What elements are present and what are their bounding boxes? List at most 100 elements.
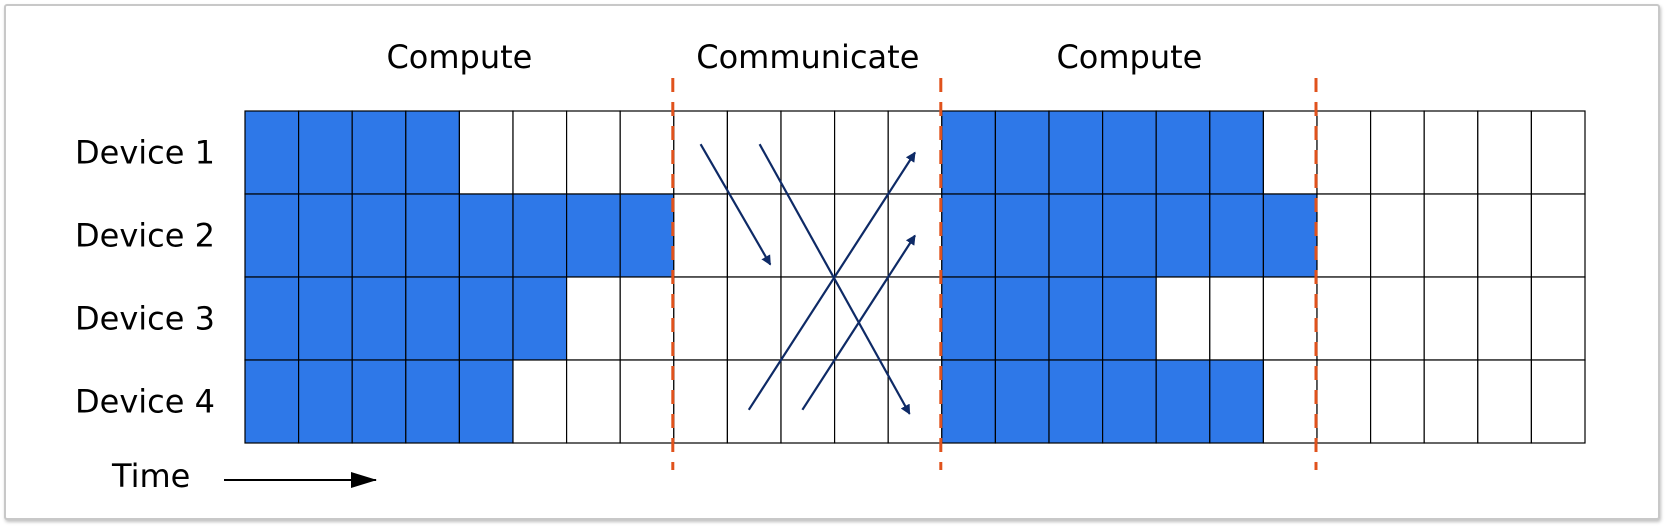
empty-cell <box>1262 110 1318 195</box>
empty-cell <box>1316 359 1372 444</box>
filled-cell <box>244 359 300 444</box>
filled-cell <box>1262 193 1318 278</box>
filled-cell <box>351 110 407 195</box>
device-label: Device 1 <box>75 134 215 172</box>
empty-cell <box>1423 193 1479 278</box>
filled-cell <box>458 359 514 444</box>
empty-cell <box>1477 276 1533 361</box>
empty-cell <box>887 359 943 444</box>
filled-cell <box>1101 359 1157 444</box>
filled-cell <box>1155 359 1211 444</box>
filled-cell <box>405 359 460 444</box>
empty-cell <box>1316 110 1372 195</box>
transfer-arrow-icon <box>801 234 916 411</box>
empty-cell <box>673 193 728 278</box>
transfer-arrow-icon <box>747 151 916 411</box>
empty-cell <box>1369 193 1425 278</box>
filled-cell <box>1048 359 1104 444</box>
filled-cell <box>619 193 675 278</box>
filled-cell <box>1101 193 1157 278</box>
empty-cell <box>726 110 782 195</box>
communication-arrows <box>699 143 916 415</box>
phase-label: Compute <box>1056 38 1202 76</box>
empty-cell <box>1369 110 1425 195</box>
filled-cell <box>565 193 621 278</box>
filled-cell <box>941 276 996 361</box>
filled-cell <box>994 193 1050 278</box>
empty-cell <box>1262 359 1318 444</box>
phase-label: Communicate <box>696 38 919 76</box>
filled-cell <box>298 359 353 444</box>
filled-cell <box>1209 193 1265 278</box>
empty-cell <box>619 110 675 195</box>
filled-cell <box>1048 110 1104 195</box>
filled-cell <box>994 359 1050 444</box>
filled-cell <box>512 193 568 278</box>
filled-cell <box>405 110 460 195</box>
empty-cell <box>619 276 675 361</box>
empty-cell <box>833 359 889 444</box>
phase-labels: Compute Communicate Compute <box>386 38 1202 76</box>
empty-cell <box>833 110 889 195</box>
empty-cell <box>512 110 568 195</box>
filled-cell <box>1048 276 1104 361</box>
filled-cell <box>1209 359 1265 444</box>
empty-cell <box>1155 276 1211 361</box>
filled-cell <box>994 110 1050 195</box>
empty-cell <box>673 276 728 361</box>
empty-cell <box>1316 276 1372 361</box>
empty-cell <box>726 276 782 361</box>
filled-cell <box>1155 110 1211 195</box>
empty-cell <box>887 276 943 361</box>
empty-cell <box>1477 193 1533 278</box>
filled-cell <box>351 276 407 361</box>
empty-cell <box>1530 276 1586 361</box>
filled-cell <box>512 276 568 361</box>
empty-cell <box>619 359 675 444</box>
device-label: Device 3 <box>75 300 215 338</box>
empty-cell <box>1477 110 1533 195</box>
filled-cell <box>1155 193 1211 278</box>
filled-cell <box>458 193 514 278</box>
phase-dividers <box>671 78 1318 470</box>
empty-cell <box>512 359 568 444</box>
empty-cell <box>565 359 621 444</box>
empty-cell <box>1209 276 1265 361</box>
empty-cell <box>1530 110 1586 195</box>
phase-label: Compute <box>386 38 532 76</box>
empty-cell <box>1423 359 1479 444</box>
time-label: Time <box>111 457 190 495</box>
device-labels: Device 1 Device 2 Device 3 Device 4 <box>75 134 215 421</box>
empty-cell <box>1477 359 1533 444</box>
empty-cell <box>1530 359 1586 444</box>
empty-cell <box>565 276 621 361</box>
grid-cells <box>244 110 1586 444</box>
filled-cell <box>1101 110 1157 195</box>
filled-cell <box>244 110 300 195</box>
empty-cell <box>1423 276 1479 361</box>
empty-cell <box>1262 276 1318 361</box>
filled-cell <box>405 276 460 361</box>
filled-cell <box>1209 110 1265 195</box>
filled-cell <box>244 193 300 278</box>
transfer-arrow-icon <box>699 143 772 266</box>
empty-cell <box>1369 359 1425 444</box>
empty-cell <box>565 110 621 195</box>
filled-cell <box>351 359 407 444</box>
filled-cell <box>941 110 996 195</box>
filled-cell <box>458 276 514 361</box>
time-axis: Time <box>111 457 377 495</box>
filled-cell <box>941 359 996 444</box>
transfer-arrow-icon <box>758 143 911 415</box>
empty-cell <box>1369 276 1425 361</box>
filled-cell <box>298 193 353 278</box>
filled-cell <box>994 276 1050 361</box>
device-label: Device 4 <box>75 383 215 421</box>
empty-cell <box>458 110 514 195</box>
filled-cell <box>405 193 460 278</box>
filled-cell <box>298 110 353 195</box>
empty-cell <box>1530 193 1586 278</box>
filled-cell <box>941 193 996 278</box>
filled-cell <box>244 276 300 361</box>
